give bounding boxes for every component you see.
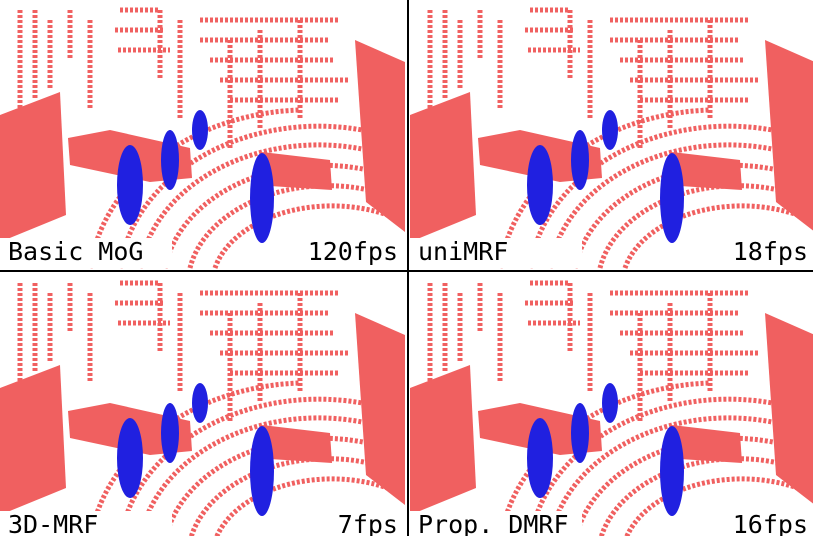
method-label: 3D-MRF	[8, 510, 98, 536]
method-label: Prop. DMRF	[418, 510, 569, 536]
panel: 3D-MRF 7fps	[0, 273, 405, 536]
method-label: Basic MoG	[8, 237, 143, 266]
point-cloud	[410, 273, 813, 536]
panel: Prop. DMRF 16fps	[410, 273, 813, 536]
speed-label: 7fps	[338, 510, 398, 536]
point-cloud	[410, 0, 813, 268]
panel: Basic MoG 120fps	[0, 0, 405, 268]
speed-label: 120fps	[308, 237, 398, 266]
speed-label: 18fps	[733, 237, 808, 266]
method-label: uniMRF	[418, 237, 508, 266]
speed-label: 16fps	[733, 510, 808, 536]
point-cloud	[0, 0, 405, 268]
point-cloud	[0, 273, 405, 536]
panel: uniMRF 18fps	[410, 0, 813, 268]
